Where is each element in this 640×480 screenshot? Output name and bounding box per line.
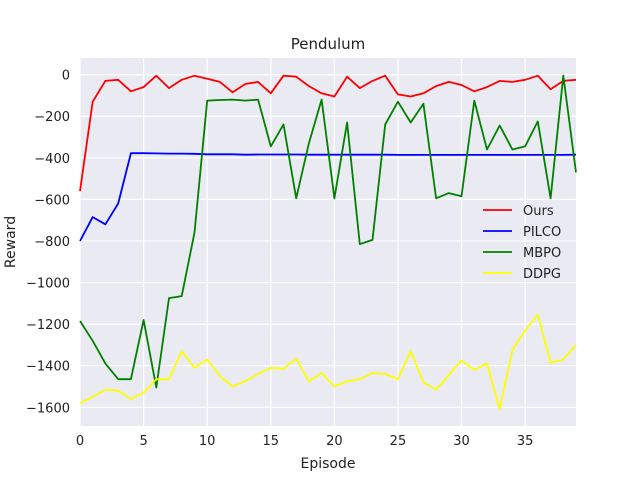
y-tick-label: 0 (62, 69, 70, 84)
y-tick-label: −600 (34, 193, 70, 208)
y-tick-label: −1000 (26, 277, 70, 292)
chart-title: Pendulum (291, 35, 366, 53)
legend-label-mbpo: MBPO (523, 246, 561, 261)
x-axis-ticks: 0 5 10 15 20 25 30 35 (76, 434, 534, 449)
y-tick-label: −200 (34, 110, 70, 125)
y-tick-label: −1600 (26, 401, 70, 416)
x-tick-label: 10 (199, 434, 216, 449)
x-tick-label: 5 (139, 434, 147, 449)
series-line-mbpo (79, 74, 577, 389)
x-tick-label: 25 (390, 434, 407, 449)
y-tick-label: −1400 (26, 360, 70, 375)
x-tick-label: 20 (326, 434, 343, 449)
y-tick-label: −1200 (26, 318, 70, 333)
plot-area (80, 58, 576, 426)
y-axis-ticks: 0 −200 −400 −600 −800 −1000 −1200 −1400 −1600 (26, 69, 70, 417)
series-line-ours (79, 74, 577, 192)
x-tick-label: 35 (517, 434, 534, 449)
x-tick-label: 15 (262, 434, 279, 449)
series-line-ddpg (79, 313, 577, 411)
legend: Ours PILCO MBPO DDPG (483, 204, 561, 282)
y-tick-label: −800 (34, 235, 70, 250)
y-axis-title: Reward (3, 216, 19, 268)
legend-label-ours: Ours (523, 204, 554, 219)
x-axis-title: Episode (301, 456, 356, 472)
x-tick-label: 30 (453, 434, 470, 449)
legend-label-pilco: PILCO (523, 225, 561, 240)
series-layer (79, 74, 577, 411)
legend-label-ddpg: DDPG (523, 267, 561, 282)
y-tick-label: −400 (34, 152, 70, 167)
x-tick-label: 0 (76, 434, 84, 449)
grid-lines (79, 58, 576, 426)
